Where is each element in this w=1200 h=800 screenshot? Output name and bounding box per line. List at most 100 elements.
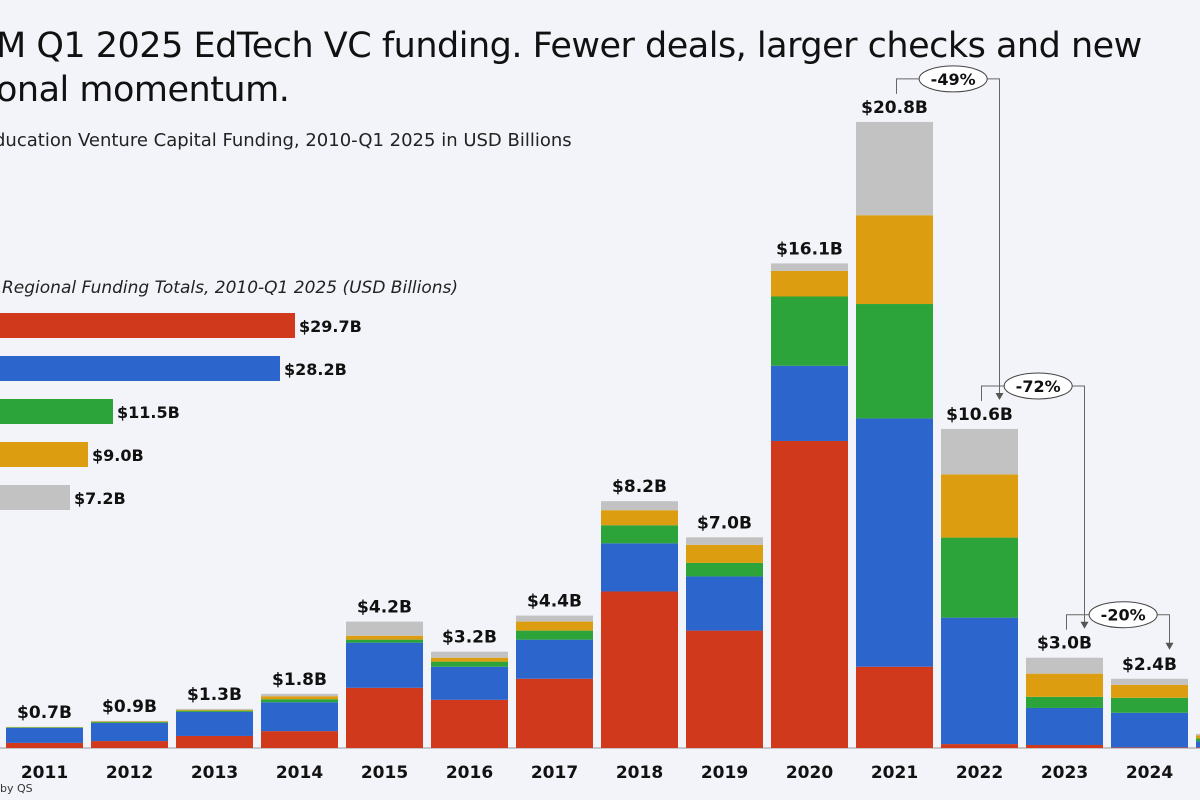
bar-segment-2013-s3 <box>176 710 253 712</box>
total-label-2024: $2.4B <box>1122 655 1177 675</box>
bar-segment-2017-s5 <box>516 615 593 622</box>
annotation-label: -49% <box>931 70 976 89</box>
bar-segment-2017-s3 <box>516 630 593 640</box>
annotation-line-left <box>981 385 1005 401</box>
bar-segment-2016-s2 <box>431 666 508 700</box>
bar-segment-Q1 2025-s1 <box>1196 747 1200 748</box>
bar-segment-2015-s2 <box>346 642 423 688</box>
x-tick-label-2015: 2015 <box>361 763 408 783</box>
bar-segment-2019-s5 <box>686 537 763 545</box>
annotation-line-right <box>987 78 1000 399</box>
bar-segment-Q1 2025-s5 <box>1196 733 1200 736</box>
total-label-2013: $1.3B <box>187 685 242 705</box>
x-tick-label-2012: 2012 <box>106 763 153 783</box>
total-label-2023: $3.0B <box>1037 634 1092 654</box>
bar-segment-2024-s1 <box>1111 747 1188 748</box>
bar-segment-Q1 2025-s3 <box>1196 738 1200 742</box>
bar-segment-2023-s5 <box>1026 657 1103 674</box>
annotation-label: -72% <box>1016 377 1061 396</box>
bar-segment-2012-s2 <box>91 723 168 742</box>
bar-segment-2012-s4 <box>91 721 168 723</box>
x-tick-label-2017: 2017 <box>531 763 578 783</box>
annotation-label: -20% <box>1101 606 1146 625</box>
x-tick-label-2020: 2020 <box>786 763 833 783</box>
x-tick-label-2018: 2018 <box>616 763 663 783</box>
bar-segment-2020-s5 <box>771 263 848 271</box>
arrow-head-icon <box>1080 621 1089 629</box>
bar-segment-2017-s4 <box>516 621 593 631</box>
total-label-2022: $10.6B <box>946 405 1013 425</box>
bar-segment-2011-s1 <box>6 742 83 748</box>
bar-segment-2011-s2 <box>6 727 83 743</box>
bar-segment-Q1 2025-s4 <box>1196 735 1200 739</box>
bar-segment-2013-s1 <box>176 735 253 748</box>
bar-segment-2021-s5 <box>856 121 933 216</box>
bar-segment-2014-s5 <box>261 693 338 697</box>
bar-segment-2021-s3 <box>856 304 933 419</box>
region-value-label-5: $7.2B <box>74 489 126 508</box>
bar-segment-2022-s1 <box>941 744 1018 748</box>
bar-segment-2023-s1 <box>1026 744 1103 748</box>
total-label-2020: $16.1B <box>776 239 843 259</box>
annotation-line-right <box>1072 385 1085 628</box>
bar-segment-2011-s3 <box>6 727 83 728</box>
annotation-line-right <box>1157 614 1170 649</box>
bar-segment-2018-s5 <box>601 501 678 511</box>
total-label-2016: $3.2B <box>442 628 497 648</box>
annotation-line-left <box>1066 614 1090 630</box>
bar-segment-2022-s2 <box>941 617 1018 745</box>
bar-segment-2019-s4 <box>686 544 763 563</box>
bar-segment-2021-s1 <box>856 666 933 748</box>
x-tick-label-2024: 2024 <box>1126 763 1173 783</box>
region-value-label-3: $11.5B <box>117 403 180 422</box>
bar-segment-2021-s4 <box>856 215 933 305</box>
total-label-2019: $7.0B <box>697 513 752 533</box>
bar-segment-2013-s5 <box>176 708 253 710</box>
bar-segment-2016-s1 <box>431 699 508 748</box>
bar-segment-2017-s1 <box>516 678 593 748</box>
region-value-label-2: $28.2B <box>284 360 347 379</box>
bar-segment-2024-s5 <box>1111 678 1188 685</box>
total-label-2015: $4.2B <box>357 598 412 618</box>
bar-segment-2012-s3 <box>91 722 168 724</box>
region-value-label-1: $29.7B <box>299 317 362 336</box>
bar-segment-2022-s5 <box>941 428 1018 475</box>
bar-segment-2023-s4 <box>1026 673 1103 697</box>
bar-segment-2020-s3 <box>771 296 848 366</box>
x-tick-label-2019: 2019 <box>701 763 748 783</box>
total-label-2012: $0.9B <box>102 697 157 717</box>
annotation-bubble <box>1003 372 1073 400</box>
bar-segment-2020-s4 <box>771 270 848 297</box>
bar-segment-2017-s2 <box>516 639 593 679</box>
x-tick-label-2023: 2023 <box>1041 763 1088 783</box>
total-label-2017: $4.4B <box>527 592 582 612</box>
total-label-2014: $1.8B <box>272 670 327 690</box>
bar-segment-2014-s4 <box>261 696 338 700</box>
bar-segment-2013-s4 <box>176 709 253 711</box>
chart-title-line2: onal momentum. <box>0 70 290 110</box>
bar-segment-2022-s4 <box>941 474 1018 538</box>
chart-subtitle: ducation Venture Capital Funding, 2010-Q… <box>0 130 572 151</box>
bar-segment-2014-s3 <box>261 699 338 703</box>
total-label-2021: $20.8B <box>861 98 928 118</box>
total-label-2011: $0.7B <box>17 703 72 723</box>
region-bar-1 <box>0 313 295 338</box>
bar-segment-2022-s3 <box>941 537 1018 618</box>
x-tick-label-2011: 2011 <box>21 763 68 783</box>
region-bar-2 <box>0 356 280 381</box>
bar-segment-2013-s2 <box>176 711 253 736</box>
bar-segment-2016-s5 <box>431 651 508 658</box>
bar-segment-2012-s5 <box>91 720 168 722</box>
bar-segment-2020-s1 <box>771 440 848 748</box>
arrow-head-icon <box>995 392 1004 400</box>
annotation-bubble <box>1088 601 1158 629</box>
inset-title: Regional Funding Totals, 2010-Q1 2025 (U… <box>2 278 458 298</box>
bar-segment-2016-s3 <box>431 661 508 667</box>
bar-segment-2024-s2 <box>1111 712 1188 748</box>
annotation-line-left <box>896 78 920 94</box>
bar-segment-2015-s5 <box>346 621 423 636</box>
bar-segment-2023-s2 <box>1026 707 1103 745</box>
region-bar-3 <box>0 399 113 424</box>
bar-segment-2018-s4 <box>601 510 678 526</box>
